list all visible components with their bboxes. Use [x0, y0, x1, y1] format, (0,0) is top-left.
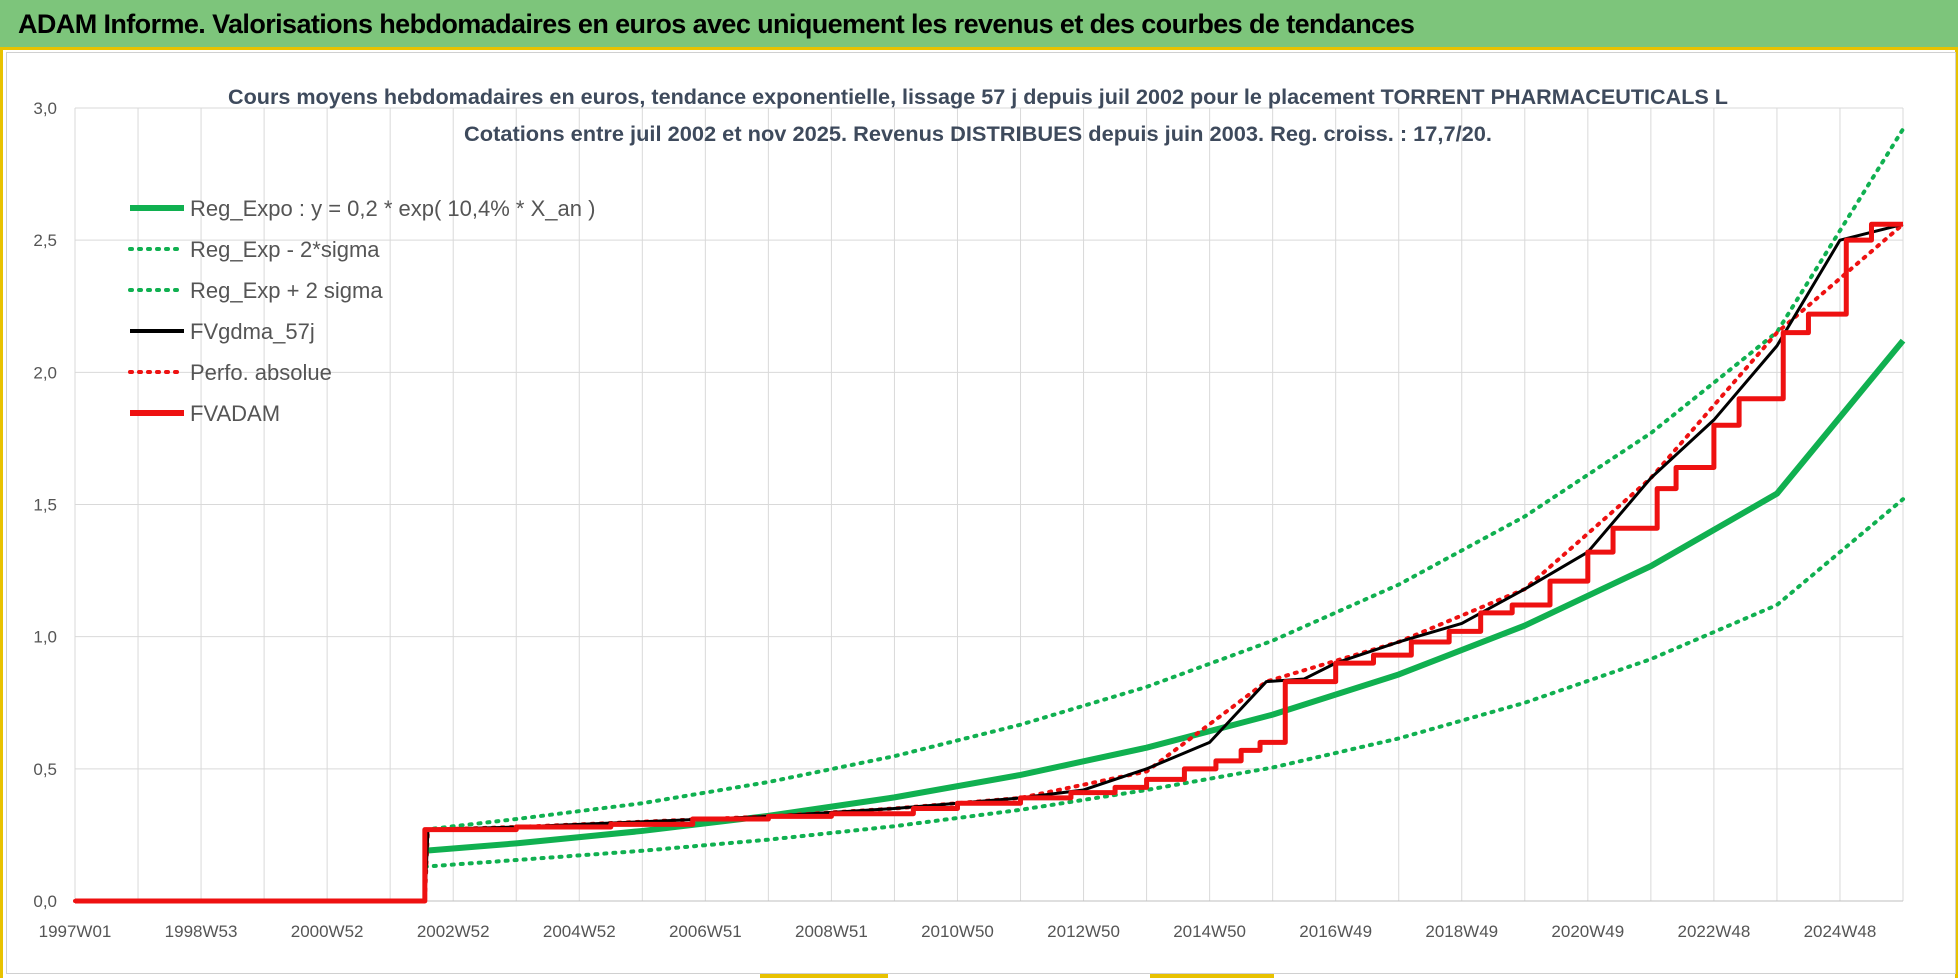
grid-lines [74, 107, 1904, 902]
y-tick-label: 0,5 [33, 760, 57, 779]
x-tick-label: 2002W52 [417, 922, 490, 941]
report-title: ADAM Informe. Valorisations hebdomadaire… [18, 9, 1415, 39]
legend-label: Reg_Expo : y = 0,2 * exp( 10,4% * X_an ) [190, 196, 595, 221]
y-tick-label: 1,5 [33, 496, 57, 515]
chart-frame [0, 50, 1958, 978]
x-tick-label: 2020W49 [1551, 922, 1624, 941]
chart-subtitle: Cotations entre juil 2002 et nov 2025. R… [464, 123, 1492, 146]
chart-area-border [6, 52, 1956, 974]
legend-label: Perfo. absolue [190, 360, 332, 385]
legend-label: FVADAM [190, 401, 280, 426]
series-line [422, 127, 1905, 832]
x-tick-label: 2016W49 [1299, 922, 1372, 941]
x-tick-label: 2004W52 [543, 922, 616, 941]
x-tick-label: 2022W48 [1678, 922, 1751, 941]
legend-label: Reg_Exp - 2*sigma [190, 237, 380, 262]
chart-title: Cours moyens hebdomadaires en euros, ten… [228, 86, 1728, 109]
x-tick-label: 2014W50 [1173, 922, 1246, 941]
x-tick-label: 2024W48 [1804, 922, 1877, 941]
y-tick-label: 1,0 [33, 628, 57, 647]
y-tick-label: 0,0 [33, 892, 57, 911]
x-tick-label: 2008W51 [795, 922, 868, 941]
y-tick-label: 3,0 [33, 99, 57, 118]
bottom-accent-mark [760, 974, 888, 978]
x-tick-label: 1997W01 [39, 922, 112, 941]
series-line [424, 338, 1906, 854]
y-tick-label: 2,0 [33, 363, 57, 382]
series-line [75, 222, 1904, 903]
x-tick-label: 2006W51 [669, 922, 742, 941]
x-tick-label: 2018W49 [1425, 922, 1498, 941]
x-tick-label: 2010W50 [921, 922, 994, 941]
y-tick-label: 2,5 [33, 231, 57, 250]
series-line [75, 221, 1903, 904]
x-tick-label: 1998W53 [165, 922, 238, 941]
y-axis-ticks: 0,0 0,5 1,0 1,5 2,0 2,5 3,0 [33, 99, 57, 911]
legend-label: Reg_Exp + 2 sigma [190, 278, 383, 303]
x-tick-label: 2000W52 [291, 922, 364, 941]
legend: Reg_Expo : y = 0,2 * exp( 10,4% * X_an )… [128, 196, 595, 426]
series-lines [73, 127, 1906, 904]
report-header: ADAM Informe. Valorisations hebdomadaire… [0, 0, 1958, 50]
series-line [422, 497, 1905, 869]
x-tick-label: 2012W50 [1047, 922, 1120, 941]
bottom-accent-mark [1150, 974, 1274, 978]
legend-label: FVgdma_57j [190, 319, 315, 344]
x-axis-ticks: 1997W01 1998W53 2000W52 2002W52 2004W52 2006W… [39, 922, 1877, 941]
